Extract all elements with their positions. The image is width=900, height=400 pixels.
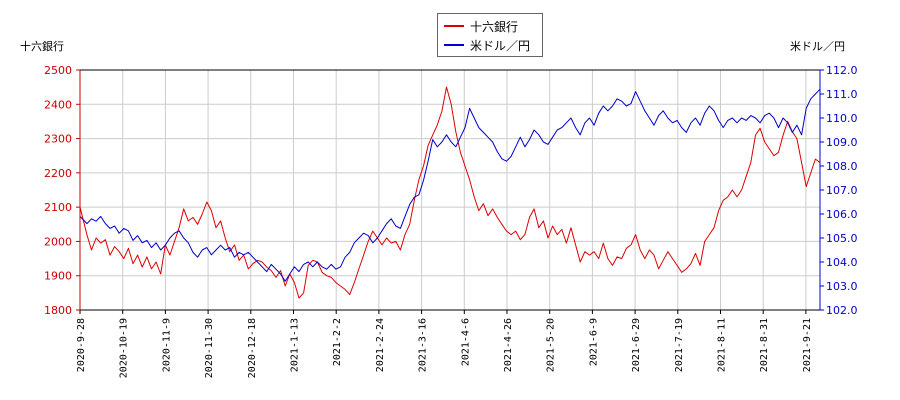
x-tick-label: 2021-5-20: [546, 318, 557, 372]
legend-label-fx: 米ドル／円: [470, 38, 531, 53]
legend-item-fx: 米ドル／円: [444, 36, 530, 54]
right-tick-label: 112.0: [826, 64, 858, 77]
series-line-fx: [79, 88, 821, 282]
left-tick-label: 2500: [44, 64, 72, 77]
x-tick-label: 2021-8-31: [759, 318, 770, 372]
left-tick-label: 2000: [44, 235, 72, 248]
legend-item-stock: 十六銀行: [444, 17, 518, 35]
legend: 十六銀行 米ドル／円: [437, 13, 543, 57]
right-tick-label: 104.0: [826, 256, 858, 269]
x-tick-label: 2021-2-2: [332, 318, 343, 366]
x-tick-label: 2021-4-26: [503, 318, 514, 372]
series-layer: [79, 86, 821, 299]
right-axis: 102.0 103.0 104.0 105.0 106.0 107.0 108.0 109.0…: [819, 64, 858, 317]
right-tick-label: 110.0: [826, 112, 858, 125]
x-tick-label: 2021-6-29: [631, 318, 642, 372]
x-tick-label: 2021-8-11: [717, 318, 728, 372]
left-axis-title: 十六銀行: [20, 40, 64, 53]
left-tick-label: 2200: [44, 167, 72, 180]
legend-label-stock: 十六銀行: [470, 19, 519, 34]
right-tick-label: 103.0: [826, 280, 858, 293]
legend-swatch-fx: [444, 44, 464, 46]
right-tick-label: 102.0: [826, 304, 858, 317]
left-axis: 1800 1900 2000 2100 2200 2300 2400 2500: [44, 64, 81, 317]
x-tick-label: 2021-3-16: [418, 318, 429, 372]
x-tick-label: 2020-11-30: [204, 318, 215, 378]
right-tick-label: 111.0: [826, 88, 858, 101]
x-tick-label: 2021-6-9: [588, 318, 599, 366]
right-tick-label: 107.0: [826, 184, 858, 197]
x-tick-label: 2020-12-18: [247, 318, 258, 378]
x-tick-label: 2021-7-19: [674, 318, 685, 372]
right-tick-label: 109.0: [826, 136, 858, 149]
legend-swatch-stock: [444, 25, 464, 27]
x-tick-label: 2021-4-6: [460, 318, 471, 366]
left-tick-label: 2400: [44, 98, 72, 111]
left-tick-label: 1900: [44, 270, 72, 283]
x-tick-label: 2021-1-13: [290, 318, 301, 372]
left-tick-label: 1800: [44, 304, 72, 317]
series-line-stock: [79, 86, 821, 299]
right-tick-label: 106.0: [826, 208, 858, 221]
x-tick-label: 2021-2-24: [375, 318, 386, 372]
x-tick-label: 2020-9-28: [76, 318, 87, 372]
x-tick-label: 2020-10-19: [119, 318, 130, 378]
grid-lines: [79, 69, 820, 311]
x-axis: 2020-9-28 2020-10-19 2020-11-9 2020-11-30 20…: [76, 310, 813, 378]
right-tick-label: 105.0: [826, 232, 858, 245]
right-axis-title: 米ドル／円: [790, 40, 845, 53]
x-tick-label: 2021-9-21: [802, 318, 813, 372]
right-tick-label: 108.0: [826, 160, 858, 173]
x-tick-label: 2020-11-9: [161, 318, 172, 372]
left-tick-label: 2100: [44, 201, 72, 214]
left-tick-label: 2300: [44, 133, 72, 146]
